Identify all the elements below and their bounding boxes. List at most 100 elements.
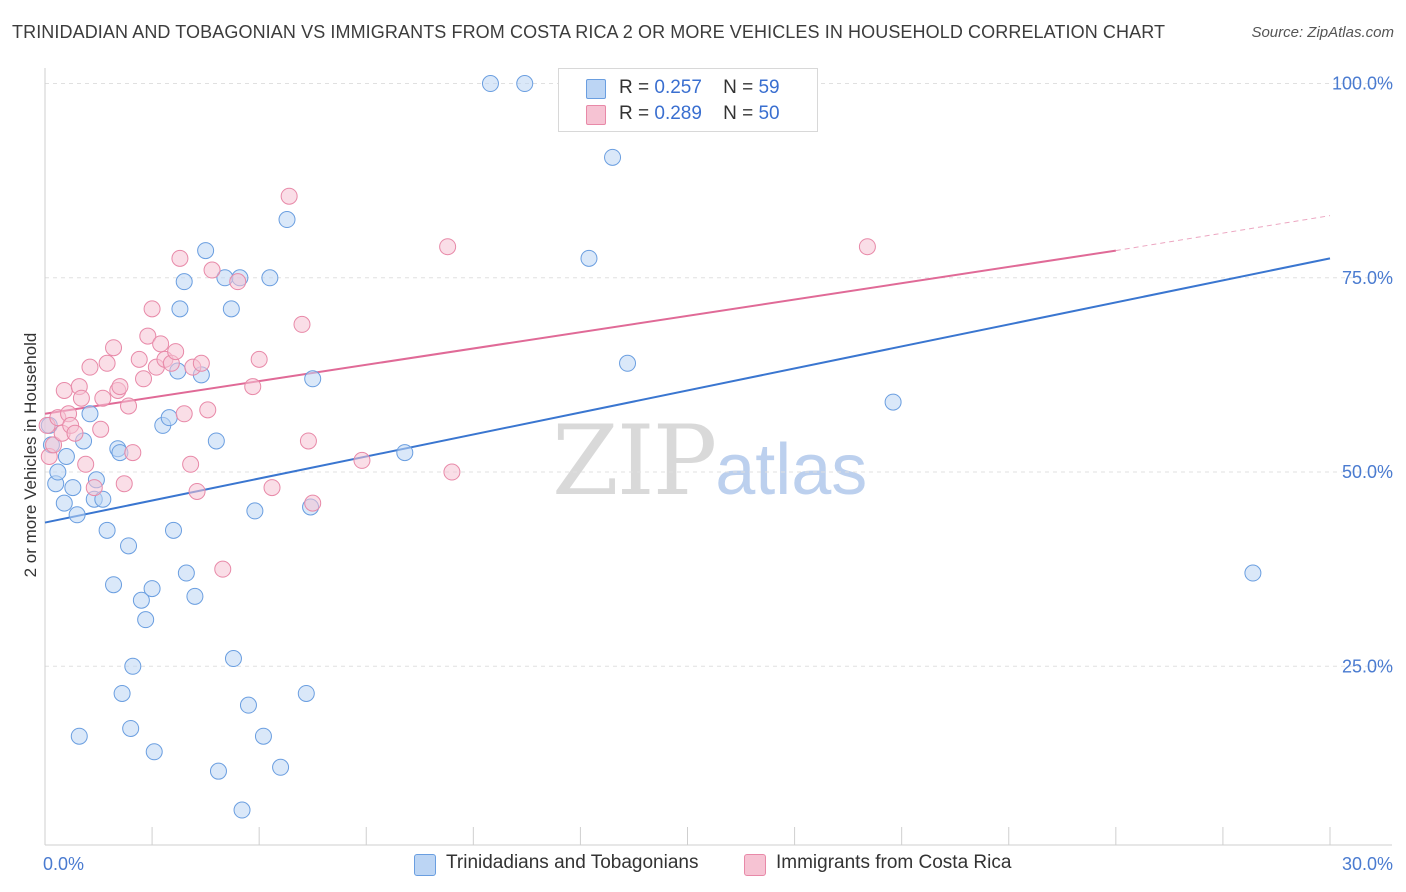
legend-swatch-blue <box>586 79 606 99</box>
data-point-costa-rica <box>171 249 189 267</box>
data-point-costa-rica <box>139 327 157 345</box>
data-point-trinidadian <box>246 502 264 520</box>
data-point-costa-rica <box>250 350 268 368</box>
data-point-trinidadian <box>604 148 622 166</box>
series-swatch-pink <box>744 854 766 876</box>
data-point-trinidadian <box>94 490 112 508</box>
y-tick-label: 25.0% <box>1342 656 1393 676</box>
watermark-zip: ZIP <box>552 405 717 517</box>
data-point-trinidadian <box>143 580 161 598</box>
data-point-costa-rica <box>199 401 217 419</box>
y-axis-label: 2 or more Vehicles in Household <box>21 333 40 578</box>
data-point-trinidadian <box>120 537 138 555</box>
data-point-trinidadian <box>49 463 67 481</box>
data-point-trinidadian <box>137 611 155 629</box>
data-point-trinidadian <box>98 521 116 539</box>
data-point-trinidadian <box>272 758 290 776</box>
data-point-costa-rica <box>120 397 138 415</box>
series-swatch-blue <box>414 854 436 876</box>
data-point-trinidadian <box>113 684 131 702</box>
watermark-atlas: atlas <box>715 430 868 510</box>
data-point-costa-rica <box>55 381 73 399</box>
y-tick-label: 50.0% <box>1342 462 1393 482</box>
data-point-costa-rica <box>299 432 317 450</box>
data-point-trinidadian <box>481 75 499 93</box>
legend-r-value: 0.257 <box>654 77 702 98</box>
legend-n-label: N = <box>723 103 754 124</box>
data-point-costa-rica <box>263 479 281 497</box>
data-point-costa-rica <box>244 378 262 396</box>
legend-r-value: 0.289 <box>654 103 702 124</box>
data-point-costa-rica <box>77 455 95 473</box>
data-point-trinidadian <box>396 444 414 462</box>
data-point-costa-rica <box>858 238 876 256</box>
data-point-trinidadian <box>175 273 193 291</box>
data-point-trinidadian <box>580 249 598 267</box>
data-point-costa-rica <box>152 335 170 353</box>
data-point-costa-rica <box>105 339 123 357</box>
legend-text-costa-rica: R = 0.289 N = 50 <box>619 103 780 125</box>
data-point-trinidadian <box>254 727 272 745</box>
data-point-trinidadian <box>224 650 242 668</box>
data-point-trinidadian <box>70 727 88 745</box>
data-point-trinidadian <box>209 762 227 780</box>
data-point-costa-rica <box>304 494 322 512</box>
data-point-trinidadian <box>124 657 142 675</box>
y-tick-label: 75.0% <box>1342 268 1393 288</box>
watermark: ZIPatlas <box>552 405 867 517</box>
data-point-costa-rica <box>85 479 103 497</box>
data-point-costa-rica <box>192 354 210 372</box>
legend-swatch-pink <box>586 105 606 125</box>
data-point-trinidadian <box>278 211 296 229</box>
data-point-costa-rica <box>115 475 133 493</box>
data-point-trinidadian <box>233 801 251 819</box>
data-point-trinidadian <box>261 269 279 287</box>
data-point-costa-rica <box>229 273 247 291</box>
data-point-costa-rica <box>439 238 457 256</box>
data-point-trinidadian <box>57 448 75 465</box>
data-point-trinidadian <box>68 506 86 524</box>
data-point-costa-rica <box>214 560 232 578</box>
data-point-trinidadian <box>619 354 637 372</box>
chart-title: TRINIDADIAN AND TOBAGONIAN VS IMMIGRANTS… <box>12 22 1166 42</box>
data-point-trinidadian <box>177 564 195 582</box>
trend-line-costa-rica-extension <box>1115 215 1331 252</box>
series-name-trinidadian: Trinidadians and Tobagonians <box>446 852 699 873</box>
data-point-trinidadian <box>186 587 204 605</box>
data-point-costa-rica <box>280 187 298 205</box>
data-point-trinidadian <box>516 75 534 93</box>
data-point-costa-rica <box>175 405 193 423</box>
data-point-costa-rica <box>293 315 311 333</box>
x-tick-label: 30.0% <box>1342 854 1393 874</box>
data-point-trinidadian <box>171 300 189 318</box>
data-point-costa-rica <box>111 378 129 396</box>
data-point-costa-rica <box>124 444 142 462</box>
series-name-costa-rica: Immigrants from Costa Rica <box>776 852 1012 873</box>
data-point-trinidadian <box>64 479 82 497</box>
data-point-trinidadian <box>884 393 902 411</box>
data-point-costa-rica <box>167 343 185 361</box>
legend-n-value: 59 <box>758 77 780 98</box>
grid-lines <box>45 83 1392 667</box>
data-point-costa-rica <box>143 300 161 318</box>
data-point-trinidadian <box>207 432 225 450</box>
data-point-trinidadian <box>145 743 163 761</box>
legend-r-label: R = <box>619 103 650 124</box>
data-points <box>38 75 1262 819</box>
data-point-trinidadian <box>132 591 150 609</box>
data-point-costa-rica <box>98 354 116 372</box>
data-point-trinidadian <box>197 242 215 260</box>
legend-n-label: N = <box>723 77 754 98</box>
chart-source: Source: ZipAtlas.com <box>1251 24 1394 41</box>
x-tick-label: 0.0% <box>43 854 84 874</box>
data-point-costa-rica <box>130 350 148 368</box>
data-point-costa-rica <box>353 451 371 469</box>
data-point-costa-rica <box>203 261 221 279</box>
data-point-trinidadian <box>55 494 73 512</box>
data-point-trinidadian <box>122 719 140 737</box>
trend-line-costa-rica <box>44 249 1116 415</box>
legend-text-trinidadian: R = 0.257 N = 59 <box>619 77 780 99</box>
data-point-trinidadian <box>160 409 178 427</box>
data-point-costa-rica <box>45 436 63 454</box>
